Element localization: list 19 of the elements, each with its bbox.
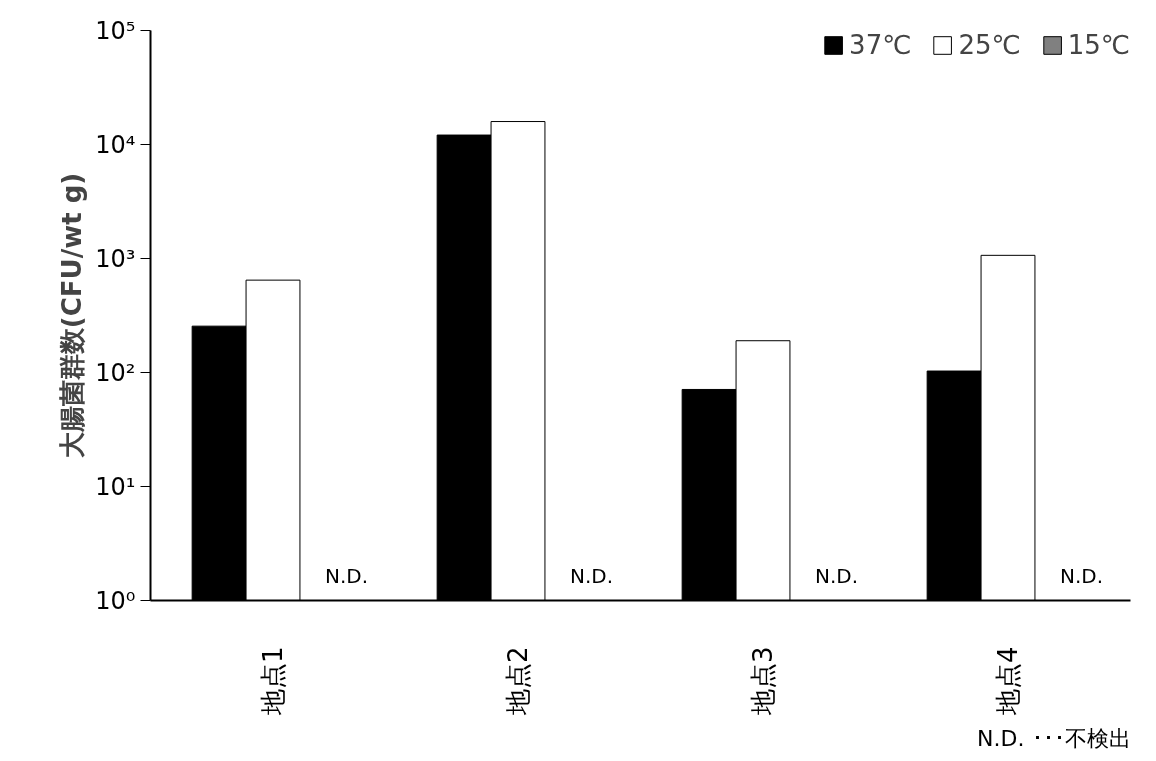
y-tick-label: 10⁴ (95, 130, 136, 159)
legend-label: 15℃ (1067, 30, 1130, 60)
text: N.D. (324, 563, 369, 588)
y-tick-label: 10⁵ (95, 16, 136, 45)
text: N.D. (569, 563, 614, 588)
text: N.D. ･･･不検出 (977, 725, 1131, 751)
y-axis-title: 大腸菌群数(CFU/wt g) (57, 172, 88, 459)
text: N.D. (1059, 563, 1104, 588)
legend-label: 37℃ (849, 30, 912, 60)
text: N.D. (814, 563, 859, 588)
x-tick-label: 地点2 (503, 646, 533, 717)
y-tick-label: 10⁰ (95, 586, 136, 615)
x-tick-label: 地点3 (748, 646, 778, 717)
x-tick-label: 地点1 (258, 646, 288, 717)
y-tick-label: 10¹ (95, 472, 136, 501)
x-tick-label: 地点4 (993, 646, 1023, 717)
y-tick-label: 10³ (95, 244, 136, 273)
legend-label: 25℃ (958, 30, 1021, 60)
y-tick-label: 10² (95, 358, 136, 387)
